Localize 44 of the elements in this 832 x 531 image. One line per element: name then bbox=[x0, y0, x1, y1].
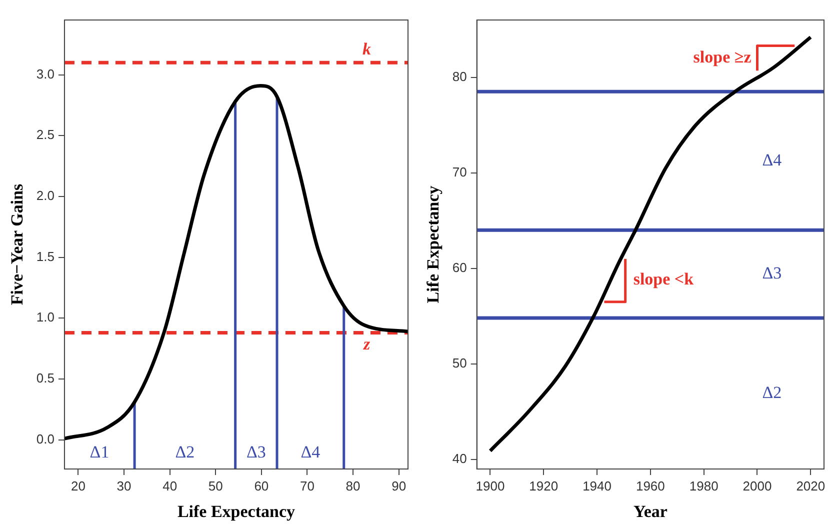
y-tick-label: 2.5 bbox=[36, 127, 54, 142]
y-axis-title: Five−Year Gains bbox=[8, 183, 27, 306]
ref-line-label: z bbox=[362, 334, 370, 354]
y-tick-label: 1.5 bbox=[36, 248, 54, 264]
line-series bbox=[64, 84, 408, 440]
annotation: Δ2 bbox=[762, 383, 782, 402]
annotation: Δ4 bbox=[762, 150, 782, 170]
line-series bbox=[488, 35, 812, 453]
annotation: Δ1 bbox=[90, 442, 110, 462]
y-tick-label: 2.0 bbox=[36, 188, 54, 204]
y-tick-label: 3.0 bbox=[36, 66, 54, 82]
y-tick-label: 60 bbox=[452, 260, 467, 275]
annotation: Δ4 bbox=[300, 442, 321, 462]
x-axis-title: Life Expectancy bbox=[177, 502, 296, 522]
x-tick-label: 60 bbox=[254, 478, 269, 494]
y-axis-title: Life Expectancy bbox=[424, 185, 443, 304]
x-tick-label: 1900 bbox=[476, 478, 505, 494]
x-tick-label: 2000 bbox=[742, 478, 772, 494]
x-tick-label: 30 bbox=[116, 478, 132, 494]
y-tick-label: 0.5 bbox=[36, 370, 54, 386]
x-tick-label: 90 bbox=[392, 478, 406, 494]
y-tick-label: 80 bbox=[452, 68, 467, 84]
annotation: Δ2 bbox=[175, 442, 195, 462]
x-tick-label: 40 bbox=[162, 478, 178, 494]
y-tick-label: 0.0 bbox=[36, 431, 54, 446]
annotation: Δ3 bbox=[762, 264, 782, 283]
ref-line-label: k bbox=[362, 39, 372, 58]
series-label: slope <k bbox=[633, 270, 694, 289]
x-tick-label: 2020 bbox=[796, 478, 826, 494]
x-tick-label: 50 bbox=[208, 478, 223, 494]
x-axis-title: Year bbox=[633, 502, 668, 522]
x-tick-label: 1940 bbox=[582, 478, 612, 494]
x-tick-label: 1920 bbox=[529, 478, 558, 494]
series-label: slope ≥z bbox=[693, 48, 752, 67]
x-tick-label: 70 bbox=[300, 478, 314, 494]
y-tick-label: 40 bbox=[452, 451, 467, 466]
y-tick-label: 70 bbox=[452, 164, 467, 180]
x-tick-label: 1960 bbox=[636, 478, 665, 494]
annotation: Δ3 bbox=[246, 442, 266, 462]
x-tick-label: 80 bbox=[346, 478, 360, 494]
x-tick-label: 1980 bbox=[689, 478, 718, 494]
y-tick-label: 50 bbox=[452, 355, 467, 370]
y-tick-label: 1.0 bbox=[36, 310, 54, 325]
x-tick-label: 20 bbox=[70, 478, 86, 494]
